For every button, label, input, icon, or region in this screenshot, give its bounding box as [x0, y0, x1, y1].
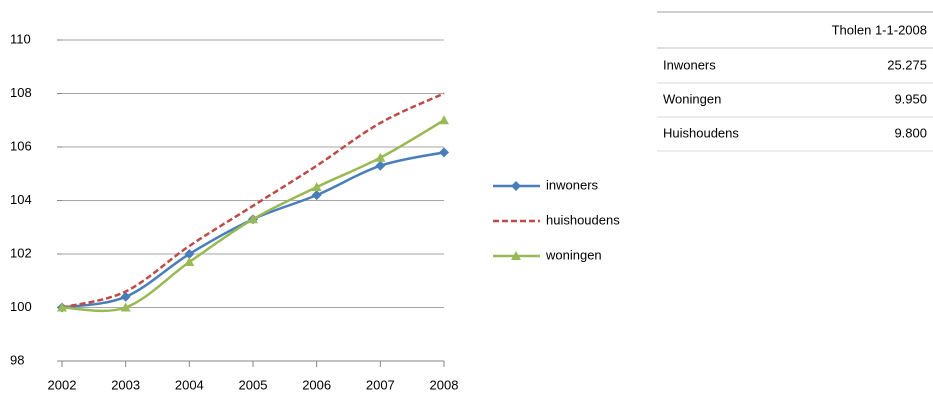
- legend-label: woningen: [545, 247, 602, 262]
- marker: [184, 257, 195, 267]
- marker: [375, 160, 386, 171]
- marker: [57, 302, 67, 312]
- y-tick-label: 100: [10, 299, 32, 314]
- x-tick-label: 2004: [175, 377, 204, 392]
- y-tick-label: 110: [10, 31, 31, 46]
- table-cell: Huishoudens: [663, 125, 739, 140]
- y-tick-label: 102: [10, 245, 32, 260]
- table-cell: Inwoners: [663, 57, 716, 72]
- y-tick-label: 98: [10, 352, 24, 367]
- legend-label: inwoners: [546, 177, 599, 192]
- x-tick-label: 2002: [48, 377, 77, 392]
- table-cell: 9.950: [894, 91, 927, 106]
- y-tick-label: 104: [10, 192, 32, 207]
- table-cell: 9.800: [894, 125, 927, 140]
- legend-label: huishoudens: [546, 212, 620, 227]
- marker: [311, 190, 322, 201]
- marker: [375, 152, 386, 162]
- marker: [184, 249, 195, 259]
- line: [61, 92, 445, 309]
- line: [61, 151, 445, 309]
- x-tick-label: 2003: [111, 377, 140, 392]
- marker: [248, 214, 258, 224]
- x-tick-label: 2006: [302, 377, 331, 392]
- marker: [511, 181, 521, 191]
- x-tick-label: 2007: [366, 377, 395, 392]
- x-tick-label: 2005: [239, 377, 268, 392]
- table-header: Tholen 1-1-2008: [832, 22, 927, 37]
- y-tick-label: 108: [10, 85, 32, 100]
- table-cell: 25.275: [887, 57, 927, 72]
- marker: [120, 302, 131, 312]
- marker: [120, 291, 131, 302]
- marker: [439, 115, 449, 125]
- y-tick-label: 106: [10, 138, 32, 153]
- table-cell: Woningen: [663, 91, 721, 106]
- marker: [311, 182, 322, 192]
- x-tick-label: 2008: [430, 377, 459, 392]
- marker: [439, 147, 449, 158]
- marker: [511, 251, 521, 260]
